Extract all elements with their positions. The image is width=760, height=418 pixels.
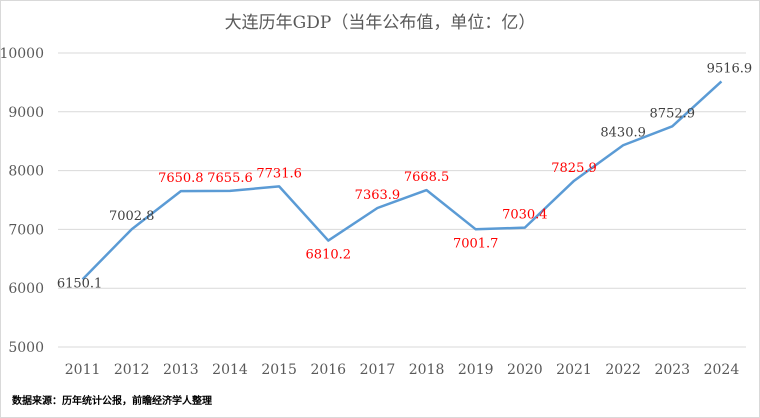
- x-tick-label: 2014: [212, 362, 248, 378]
- data-label: 7001.7: [453, 236, 499, 251]
- y-tick-label: 7000: [8, 222, 44, 238]
- x-tick-label: 2013: [163, 362, 199, 378]
- x-tick-label: 2023: [654, 362, 690, 378]
- y-tick-label: 6000: [8, 281, 44, 297]
- gridlines: [58, 52, 746, 348]
- x-tick-label: 2024: [704, 362, 740, 378]
- y-tick-label: 9000: [8, 105, 44, 121]
- x-axis-ticks: 2011 2012 2013 2014 2015 2016 2017 2018 2019 2020…: [65, 362, 740, 378]
- source-note: 数据来源：历年统计公报，前瞻经济学人整理: [12, 396, 212, 407]
- x-tick-label: 2021: [556, 362, 592, 378]
- data-label: 7030.4: [502, 208, 548, 223]
- data-label: 7363.9: [355, 188, 401, 203]
- x-tick-label: 2015: [261, 362, 297, 378]
- data-label: 7668.5: [404, 170, 450, 185]
- x-tick-label: 2012: [114, 362, 150, 378]
- y-tick-label: 8000: [8, 164, 44, 180]
- data-label: 7650.8: [158, 171, 204, 186]
- x-tick-label: 2022: [605, 362, 641, 378]
- x-tick-label: 2019: [458, 362, 494, 378]
- data-label: 7731.6: [256, 166, 302, 181]
- data-label: 7825.9: [551, 161, 597, 176]
- data-labels: 6150.1 7002.8 7650.8 7655.6 7731.6 6810.2 7363…: [57, 61, 752, 291]
- series-line: [81, 80, 723, 281]
- y-tick-label: 10000: [0, 46, 44, 62]
- x-tick-label: 2018: [409, 362, 445, 378]
- data-label: 6150.1: [57, 276, 103, 291]
- gdp-series-line: [81, 80, 723, 281]
- x-tick-label: 2017: [360, 362, 396, 378]
- y-tick-label: 5000: [8, 340, 44, 356]
- x-tick-label: 2020: [507, 362, 543, 378]
- data-label: 7655.6: [207, 171, 253, 186]
- x-tick-label: 2016: [310, 362, 346, 378]
- data-label: 6810.2: [306, 248, 352, 263]
- chart-title: 大连历年GDP（当年公布值，单位：亿）: [224, 13, 536, 33]
- x-tick-label: 2011: [65, 362, 101, 378]
- data-label: 8430.9: [600, 125, 646, 140]
- data-label: 9516.9: [707, 61, 753, 76]
- data-label: 8752.9: [650, 106, 696, 121]
- data-label: 7002.8: [109, 209, 155, 224]
- y-axis-ticks: 5000 6000 7000 8000 9000 10000: [0, 46, 44, 356]
